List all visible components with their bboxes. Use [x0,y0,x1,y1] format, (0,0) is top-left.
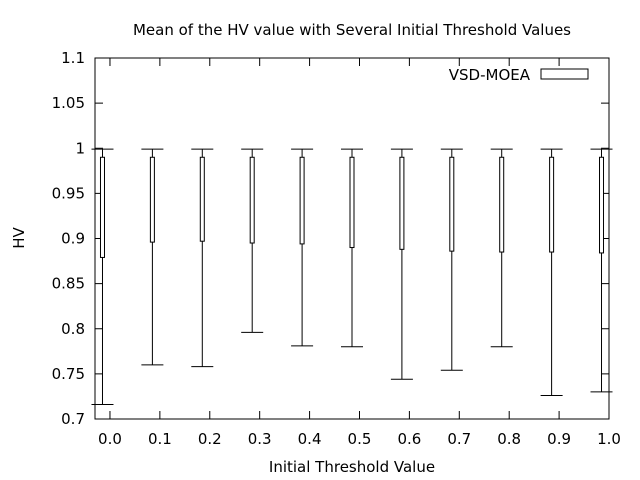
box-rect [149,156,155,243]
box-rect [449,156,455,252]
x-tick-label: 0.4 [298,430,322,448]
y-tick-label: 1 [75,139,85,157]
x-tick-label: 0.1 [148,430,172,448]
box-item [291,148,314,347]
box-item [241,148,264,333]
x-tick-label: 0.0 [98,430,122,448]
y-tick-label: 0.75 [52,365,85,383]
y-tick-label: 0.8 [61,320,85,338]
chart-title: Mean of the HV value with Several Initia… [133,21,571,39]
box-item [590,148,613,393]
box-series [91,148,613,406]
legend-label: VSD-MOEA [449,66,531,84]
box-item [141,148,164,366]
box-rect [299,156,305,245]
axis-ticks: 0.7 0.75 0.8 0.85 0.9 0.95 1 1.05 1.1 0.0 0.1 0.2 0.… [52,49,621,448]
box-item [540,148,563,397]
x-tick-label: 0.6 [397,430,421,448]
x-tick-label: 0.2 [198,430,222,448]
y-tick-label: 0.7 [61,410,85,428]
y-tick-label: 0.9 [61,230,85,248]
x-tick-label: 0.9 [547,430,571,448]
y-tick-label: 1.05 [52,94,85,112]
x-tick-label: 0.3 [248,430,272,448]
legend: VSD-MOEA [449,66,589,84]
box-item [191,148,214,368]
box-item [390,148,413,380]
y-axis-label: HV [10,226,28,248]
x-tick-label: 0.8 [497,430,521,448]
box-rect [399,156,405,250]
box-rect [99,156,105,258]
box-rect [199,156,205,242]
legend-swatch [540,68,589,80]
y-tick-label: 0.85 [52,275,85,293]
box-rect [499,156,505,253]
plot-frame [94,57,610,420]
x-tick-label: 0.7 [447,430,471,448]
box-item [440,148,463,371]
x-tick-label: 1.0 [597,430,621,448]
box-rect [249,156,255,244]
y-tick-label: 0.95 [52,184,85,202]
box-item [91,148,114,406]
box-rect [599,156,605,254]
box-rect [349,156,355,249]
box-item [490,148,513,348]
y-tick-label: 1.1 [61,49,85,67]
box-rect [549,156,555,253]
x-tick-label: 0.5 [348,430,372,448]
box-item [341,148,363,348]
x-axis-label: Initial Threshold Value [269,458,435,476]
